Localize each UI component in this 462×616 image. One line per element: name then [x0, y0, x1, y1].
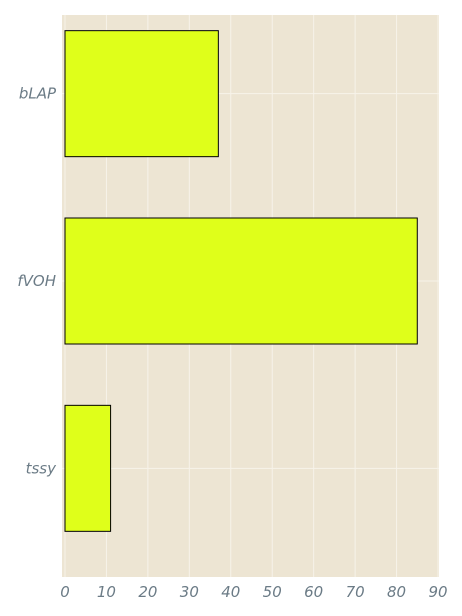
bar-fVOH — [64, 217, 418, 345]
bar-tssy — [64, 404, 112, 532]
x-tick-label: 30 — [180, 583, 199, 601]
category-label: bLAP — [19, 85, 57, 103]
x-tick-label: 0 — [60, 583, 70, 601]
x-tick-label: 80 — [387, 583, 406, 601]
x-tick-label: 20 — [138, 583, 157, 601]
bar-bLAP — [64, 30, 219, 158]
x-tick-label: 90 — [428, 583, 447, 601]
x-tick-label: 60 — [304, 583, 323, 601]
x-tick-label: 40 — [221, 583, 240, 601]
category-label: tssy — [26, 459, 58, 477]
x-tick-label: 10 — [97, 583, 116, 601]
bars — [64, 30, 418, 532]
y-axis-labels: bLAP fVOH tssy — [17, 85, 57, 478]
x-tick-label: 50 — [263, 583, 282, 601]
x-tick-label: 70 — [346, 583, 365, 601]
x-axis-ticks: 0 10 20 30 40 50 60 70 80 90 — [60, 583, 447, 601]
category-label: fVOH — [17, 272, 56, 290]
